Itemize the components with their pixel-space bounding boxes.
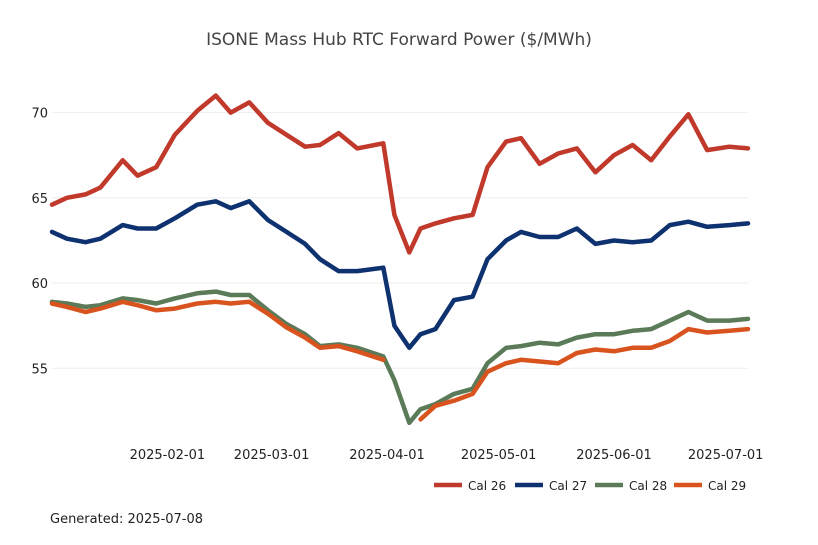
x-axis-ticks: 2025-02-01 2025-03-01 2025-04-01 2025-05-01… <box>130 448 764 463</box>
legend-label: Cal 26 <box>468 479 506 493</box>
series-line-cal-26 <box>49 93 751 255</box>
y-axis-ticks: 55 60 65 70 <box>31 107 48 378</box>
x-tick-label: 2025-05-01 <box>461 448 537 463</box>
series-lines <box>49 93 751 426</box>
x-tick-label: 2025-03-01 <box>234 448 310 463</box>
series-line-cal-28 <box>49 289 751 426</box>
y-tick-label: 60 <box>31 277 48 292</box>
x-tick-label: 2025-07-01 <box>688 448 764 463</box>
legend-label: Cal 27 <box>549 479 587 493</box>
x-tick-label: 2025-06-01 <box>576 448 652 463</box>
chart-title: ISONE Mass Hub RTC Forward Power ($/MWh) <box>206 30 592 50</box>
generated-timestamp: Generated: 2025-07-08 <box>50 512 204 527</box>
legend-item: Cal 28 <box>595 479 667 493</box>
legend-item: Cal 27 <box>515 479 587 493</box>
legend-item: Cal 26 <box>434 479 506 493</box>
y-tick-label: 65 <box>31 192 48 207</box>
series-line-cal-29 <box>49 299 751 422</box>
series-line-cal-27 <box>49 199 751 351</box>
legend-label: Cal 28 <box>629 479 667 493</box>
legend: Cal 26 Cal 27 Cal 28 Cal 29 <box>434 479 746 493</box>
legend-item: Cal 29 <box>674 479 746 493</box>
y-gridlines <box>52 112 748 369</box>
y-tick-label: 55 <box>31 362 48 377</box>
legend-label: Cal 29 <box>708 479 746 493</box>
x-tick-label: 2025-04-01 <box>349 448 425 463</box>
y-tick-label: 70 <box>31 107 48 122</box>
x-tick-label: 2025-02-01 <box>130 448 206 463</box>
